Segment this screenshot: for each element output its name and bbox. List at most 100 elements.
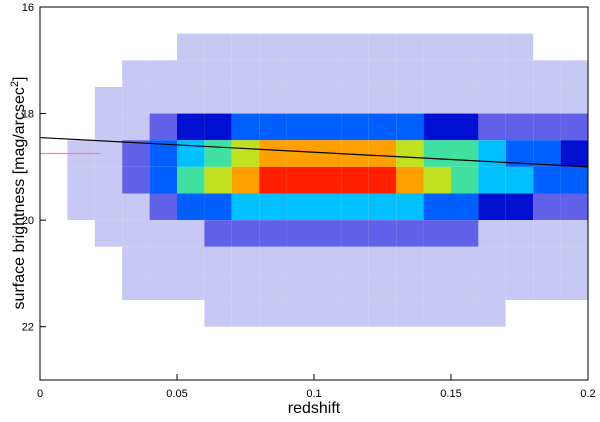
heat-cell	[231, 166, 260, 194]
heat-cell	[341, 193, 369, 221]
heat-cell	[423, 7, 451, 34]
heat-cell	[204, 220, 232, 247]
heat-cell	[341, 300, 369, 327]
heat-cell	[396, 86, 424, 114]
heat-cell	[259, 113, 287, 141]
heat-cell	[314, 353, 342, 380]
heat-cell	[423, 326, 451, 354]
heat-cell	[177, 300, 205, 327]
heat-cell	[423, 193, 451, 221]
heat-cell	[259, 33, 287, 61]
heat-cell	[286, 33, 314, 61]
heat-cell	[177, 140, 205, 167]
heat-cell	[67, 326, 95, 354]
heat-cell	[533, 300, 561, 327]
heat-cell	[204, 353, 232, 380]
heat-cell	[478, 60, 506, 87]
heat-cell	[505, 60, 534, 87]
heat-cell	[341, 326, 369, 354]
heat-cell	[451, 246, 479, 274]
heat-cell	[149, 33, 177, 61]
y-tick-label: 16	[22, 2, 34, 14]
heat-cell	[122, 300, 150, 327]
heat-cell	[341, 246, 369, 274]
heat-cell	[67, 33, 95, 61]
y-label-text: surface brightness [mag/arcsec	[11, 87, 28, 309]
heat-cell	[177, 113, 205, 141]
heat-cell	[177, 220, 205, 247]
heat-cell	[478, 33, 506, 61]
heat-cell	[505, 353, 534, 380]
heat-cell	[478, 86, 506, 114]
heat-cell	[94, 7, 123, 34]
y-tick-label: 18	[22, 109, 34, 121]
heat-cell	[423, 220, 451, 247]
heat-cell	[286, 220, 314, 247]
heat-cell	[314, 113, 342, 141]
heat-cell	[177, 7, 205, 34]
y-label-end: ]	[11, 77, 28, 81]
heat-cell	[423, 246, 451, 274]
heat-cell	[40, 246, 68, 274]
y-label-sup: 2	[9, 81, 21, 87]
heat-cell	[341, 60, 369, 87]
heat-cell	[341, 273, 369, 301]
heat-cell	[314, 7, 342, 34]
heat-cell	[505, 166, 534, 194]
heat-cell	[40, 7, 68, 34]
heat-cell	[231, 300, 260, 327]
heat-cell	[122, 193, 150, 221]
heat-cell	[451, 220, 479, 247]
heat-cell	[94, 166, 123, 194]
heat-cell	[533, 193, 561, 221]
heat-cell	[368, 246, 397, 274]
heat-cell	[94, 60, 123, 87]
heat-cell	[149, 86, 177, 114]
heat-cell	[560, 7, 588, 34]
heat-cell	[204, 86, 232, 114]
heat-cell	[231, 326, 260, 354]
heat-cell	[478, 246, 506, 274]
heat-cell	[231, 7, 260, 34]
x-tick-label: 0.15	[440, 388, 461, 400]
heat-cell	[94, 113, 123, 141]
heat-cell	[505, 113, 534, 141]
heat-cell	[560, 166, 588, 194]
heat-cell	[40, 193, 68, 221]
heat-cell	[451, 326, 479, 354]
heat-cell	[286, 246, 314, 274]
heat-cell	[94, 353, 123, 380]
heat-cell	[177, 246, 205, 274]
heat-cell	[149, 246, 177, 274]
heat-cell	[204, 60, 232, 87]
heat-cell	[341, 353, 369, 380]
heat-cell	[505, 273, 534, 301]
heat-cell	[177, 193, 205, 221]
heat-cell	[231, 86, 260, 114]
heat-cell	[396, 246, 424, 274]
heat-cell	[341, 166, 369, 194]
heat-cell	[286, 113, 314, 141]
heat-cell	[341, 220, 369, 247]
heat-cell	[67, 86, 95, 114]
heat-cell	[505, 193, 534, 221]
heat-cell	[478, 353, 506, 380]
heat-cell	[560, 220, 588, 247]
heat-cell	[478, 166, 506, 194]
heat-cell	[231, 220, 260, 247]
heat-cell	[478, 193, 506, 221]
heat-cell	[122, 353, 150, 380]
heat-cell	[94, 300, 123, 327]
heat-cell	[122, 246, 150, 274]
heat-cell	[259, 273, 287, 301]
overlay	[39, 136, 589, 168]
heat-cell	[204, 166, 232, 194]
y-tick-label: 22	[22, 322, 34, 334]
heat-cell	[451, 273, 479, 301]
heat-cell	[204, 33, 232, 61]
heat-cell	[40, 326, 68, 354]
heat-cell	[177, 273, 205, 301]
heat-cell	[423, 140, 451, 167]
heat-cell	[67, 273, 95, 301]
heat-cell	[259, 193, 287, 221]
